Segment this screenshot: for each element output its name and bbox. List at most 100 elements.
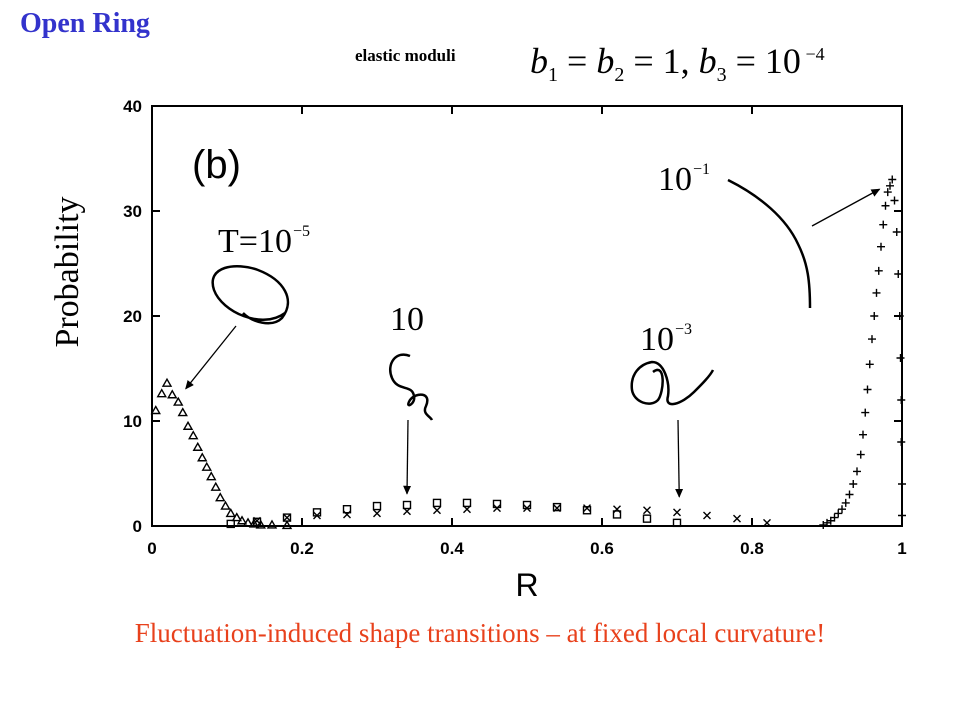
data-point-triangle [210, 481, 221, 491]
temperature-exponent: −5 [293, 223, 310, 240]
data-point-plus [841, 498, 850, 507]
data-point-plus [859, 430, 867, 439]
data-point-square [642, 514, 652, 523]
data-point-cross [733, 514, 741, 523]
y-tick-label: 10 [123, 412, 142, 431]
data-point-triangle [215, 492, 226, 502]
ring-shape-t-minus-3 [630, 360, 715, 406]
data-point-plus [890, 196, 899, 205]
data-point-cross [253, 516, 261, 525]
data-point-plus [896, 354, 905, 362]
y-tick-label: 20 [123, 307, 142, 326]
data-point-plus [856, 450, 865, 459]
data-point-triangle [177, 407, 188, 417]
data-point-triangle [167, 389, 178, 399]
data-point-plus [845, 490, 854, 499]
x-tick-label: 0.4 [440, 539, 464, 558]
data-point-plus [849, 480, 858, 488]
data-point-plus [868, 335, 876, 344]
annotation-arrow [185, 325, 237, 390]
data-point-plus [892, 228, 901, 236]
data-point-triangle [220, 500, 231, 510]
data-point-square [552, 502, 562, 512]
data-point-plus [874, 266, 883, 275]
data-point-cross [763, 518, 771, 527]
data-point-triangle [201, 461, 212, 471]
x-tick-label: 0.6 [590, 539, 614, 558]
x-tick-label: 0.2 [290, 539, 314, 558]
plot-frame [151, 105, 903, 527]
temperature-label: 10 [390, 301, 424, 338]
data-point-square [462, 498, 472, 508]
data-point-cross [343, 510, 351, 519]
ring-shape-t-minus-1 [727, 178, 812, 309]
data-point-square [226, 519, 235, 529]
data-point-triangle [206, 471, 217, 481]
data-point-cross [673, 508, 681, 517]
data-point-square [342, 505, 352, 514]
data-point-plus [865, 360, 874, 369]
panel-label: (b) [192, 143, 241, 187]
data-point-triangle [188, 430, 199, 440]
data-point-plus [834, 509, 843, 518]
data-point-cross [283, 513, 291, 522]
plot-border [151, 105, 903, 527]
data-point-plus [870, 312, 879, 320]
data-point-plus [838, 505, 846, 514]
data-point-cross [643, 506, 651, 515]
data-point-plus [886, 181, 894, 190]
temperature-label: 10 [658, 161, 692, 198]
data-point-square [582, 506, 592, 515]
data-point-triangle [231, 512, 242, 522]
data-point-plus [879, 220, 888, 229]
data-point-cross [403, 507, 411, 516]
data-point-plus [894, 270, 903, 278]
y-tick-label: 0 [133, 517, 142, 536]
annotation-arrow [811, 188, 881, 227]
slide-caption: Fluctuation-induced shape transitions – … [134, 618, 826, 648]
data-point-triangle [197, 452, 208, 462]
data-point-plus [853, 467, 861, 476]
data-point-plus [830, 513, 839, 522]
data-point-square [402, 500, 412, 510]
data-point-cross [613, 505, 621, 514]
data-point-plus [883, 188, 892, 197]
data-point-square [432, 498, 442, 508]
data-point-cross [583, 504, 591, 513]
x-axis-label: R [515, 567, 538, 603]
data-point-plus [863, 385, 872, 394]
data-point-plus [881, 201, 890, 210]
data-point-plus [895, 312, 904, 320]
elastic-moduli-formula: b1 = b2 = 1, b3 = 10 −4 [530, 41, 825, 87]
data-point-triangle [225, 507, 236, 518]
data-point-cross [703, 511, 711, 520]
data-point-square [672, 518, 682, 528]
x-tick-label: 1 [897, 539, 906, 558]
data-point-triangle [266, 519, 278, 529]
data-point-triangle [156, 388, 167, 398]
data-point-triangle [173, 396, 184, 406]
data-point-square [252, 517, 262, 526]
data-point-cross [373, 509, 381, 518]
data-markers [150, 175, 906, 530]
data-point-triangle [248, 518, 260, 528]
elastic-moduli-label: elastic moduli [355, 46, 456, 65]
temperature-label: T=10 [218, 223, 292, 260]
y-tick-label: 30 [123, 202, 142, 221]
data-point-triangle [161, 377, 173, 387]
annotation-arrow [403, 419, 412, 495]
data-point-triangle [150, 405, 161, 415]
data-point-triangle [182, 420, 194, 430]
temperature-exponent: −1 [693, 161, 710, 178]
y-tick-label: 40 [123, 97, 142, 116]
temperature-exponent: −3 [675, 321, 692, 338]
data-point-square [612, 510, 622, 519]
ring-shape-t-minus-5 [211, 265, 290, 325]
data-point-plus [877, 242, 885, 251]
x-tick-label: 0.8 [740, 539, 764, 558]
x-tick-label: 0 [147, 539, 156, 558]
y-axis-label: Probability [49, 196, 86, 347]
data-point-cross [463, 505, 471, 514]
